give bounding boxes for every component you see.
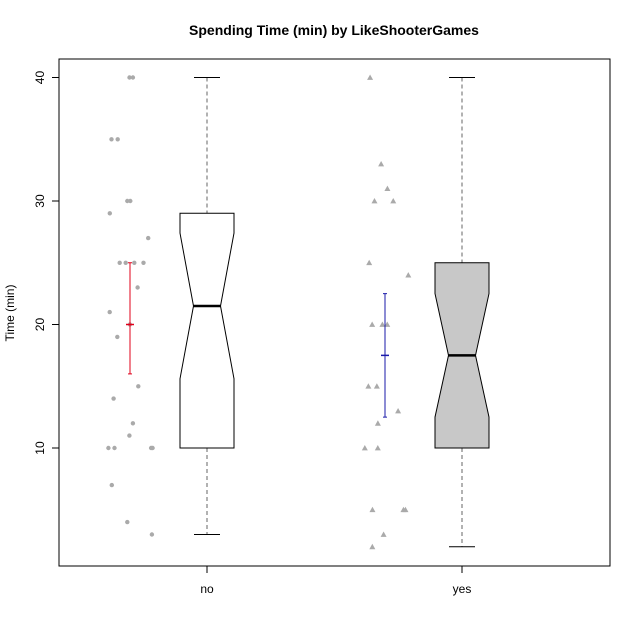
data-point bbox=[373, 383, 380, 389]
data-point bbox=[366, 259, 373, 266]
data-point bbox=[361, 445, 368, 451]
data-point bbox=[125, 519, 130, 525]
mean-intervals bbox=[126, 262, 389, 418]
data-point bbox=[135, 285, 140, 290]
data-point bbox=[380, 531, 387, 537]
boxes bbox=[179, 77, 490, 548]
data-point bbox=[141, 260, 146, 265]
y-axis-label: Time (min) bbox=[3, 285, 17, 342]
data-point bbox=[109, 482, 115, 488]
data-point bbox=[384, 185, 391, 192]
y-axis: 10 20 30 40 bbox=[33, 71, 60, 455]
data-point bbox=[369, 543, 376, 550]
y-tick-label: 10 bbox=[33, 441, 47, 455]
data-point bbox=[384, 321, 391, 327]
data-point bbox=[150, 445, 155, 451]
x-tick-label-no: no bbox=[200, 582, 214, 596]
data-point bbox=[405, 272, 412, 278]
chart-title: Spending Time (min) by LikeShooterGames bbox=[189, 22, 479, 38]
data-point bbox=[106, 445, 111, 451]
y-tick-label: 20 bbox=[33, 318, 47, 332]
data-point bbox=[117, 260, 122, 265]
x-tick-label-yes: yes bbox=[453, 582, 472, 596]
data-point bbox=[115, 137, 120, 142]
data-point bbox=[379, 321, 386, 327]
data-point bbox=[146, 235, 151, 241]
data-point bbox=[369, 506, 376, 513]
data-point bbox=[136, 384, 141, 389]
data-point bbox=[395, 407, 402, 414]
data-point bbox=[112, 445, 117, 451]
data-point bbox=[107, 211, 113, 216]
data-point bbox=[127, 75, 132, 80]
data-point bbox=[374, 445, 381, 451]
jitter-points bbox=[106, 74, 412, 550]
data-point bbox=[123, 260, 128, 265]
data-point bbox=[109, 137, 114, 142]
y-tick-label: 40 bbox=[33, 71, 47, 85]
data-point bbox=[400, 506, 407, 513]
data-point bbox=[111, 396, 116, 401]
data-point bbox=[365, 383, 372, 389]
x-axis: no yes bbox=[200, 565, 472, 596]
data-point bbox=[374, 420, 381, 426]
data-point bbox=[128, 198, 133, 204]
y-tick-label: 30 bbox=[33, 194, 47, 208]
data-point bbox=[371, 198, 378, 204]
data-point bbox=[107, 309, 112, 315]
data-point bbox=[115, 334, 120, 340]
data-point bbox=[132, 260, 137, 265]
data-point bbox=[130, 421, 136, 426]
data-point bbox=[390, 198, 397, 204]
box-no bbox=[179, 212, 235, 449]
data-point bbox=[130, 75, 136, 80]
data-point bbox=[149, 532, 155, 537]
data-point bbox=[369, 321, 376, 327]
data-point bbox=[127, 433, 132, 438]
data-point bbox=[367, 74, 374, 80]
data-point bbox=[378, 160, 385, 167]
